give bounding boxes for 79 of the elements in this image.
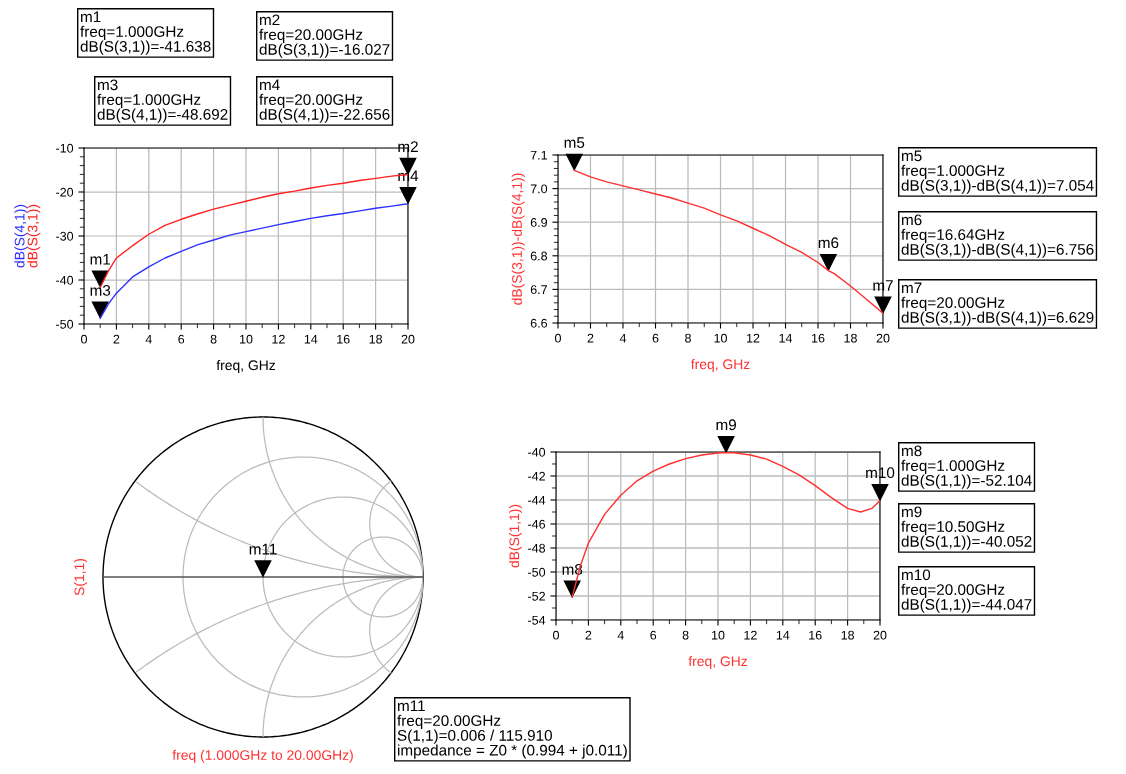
x-tick-label: 12 (272, 334, 285, 344)
x-tick-label: 14 (304, 334, 318, 344)
x-tick-label: 10 (714, 333, 727, 343)
text: m9 freq=10.50GHz dB(S(1,1))=-40.052 (901, 506, 1032, 550)
x-tick-label: 16 (337, 334, 350, 344)
y-tick-label: -30 (56, 231, 74, 241)
text: m3 freq=1.000GHz dB(S(4,1))=-48.692 (97, 79, 228, 123)
x-tick-label: 8 (682, 630, 689, 640)
text: m2 freq=20.00GHz dB(S(3,1))=-16.027 (259, 14, 390, 58)
y-tick-label: 6.9 (530, 218, 547, 227)
x-tick-label: 4 (617, 630, 624, 640)
y-tick-label: -44 (528, 495, 546, 505)
y-tick-label: 7.1 (530, 150, 547, 160)
y-tick-label: 7.0 (530, 184, 548, 194)
text: m11 freq=20.00GHz S(1,1)=0.006 / 115.910 impedance = Z0 * (0.994 + j0.011) (397, 700, 627, 759)
x-tick-label: 14 (779, 333, 793, 343)
x-tick-label: 6 (178, 334, 185, 344)
y-tick-label: -40 (56, 275, 74, 285)
x-tick-label: 10 (240, 334, 253, 344)
x-tick-label: 20 (401, 334, 415, 344)
x-axis-title: freq, GHz (690, 358, 750, 372)
y-tick-label: 6.7 (530, 285, 547, 295)
text: m11 (249, 543, 277, 555)
annotation: m1 (90, 254, 111, 265)
annotation: m2 (398, 141, 418, 152)
x-tick-label: 16 (812, 333, 825, 343)
y-tick-label: -50 (56, 319, 74, 329)
x-tick-label: 8 (685, 333, 691, 343)
x-tick-label: 0 (553, 630, 559, 640)
x-tick-label: 20 (873, 630, 887, 640)
x-tick-label: 2 (113, 334, 120, 344)
x-tick-label: 18 (841, 630, 855, 640)
x-tick-label: 18 (369, 334, 383, 344)
y-tick-label: -40 (528, 447, 546, 457)
x-tick-label: 2 (587, 333, 594, 343)
x-axis-title: freq, GHz (688, 655, 748, 669)
x-tick-label: 12 (747, 333, 760, 343)
y-tick-label: -52 (528, 591, 545, 601)
text: m4 freq=20.00GHz dB(S(4,1))=-22.656 (259, 79, 390, 123)
y-axis-title: dB(S(1,1)) (509, 504, 522, 568)
x-axis-title: freq, GHz (216, 359, 276, 373)
x-tick-label: 10 (712, 630, 725, 640)
annotation: m3 (90, 284, 111, 296)
x-tick-label: 8 (210, 334, 217, 344)
x-tick-label: 14 (776, 630, 790, 640)
x-tick-label: 2 (585, 630, 592, 640)
text: m7 freq=20.00GHz dB(S(3,1))-dB(S(4,1))=6.629 (901, 282, 1094, 326)
x-tick-label: 18 (844, 333, 857, 343)
x-tick-label: 16 (809, 630, 822, 640)
y-axis-title: dB(S(3,1))-dB(S(4,1)) (511, 173, 525, 305)
x-tick-label: 6 (652, 333, 659, 343)
x-tick-label: 0 (555, 333, 561, 343)
y-tick-label: 6.8 (530, 251, 548, 261)
text: dB(S(3,1)) (27, 204, 41, 268)
text: S(1,1) (74, 558, 87, 596)
x-tick-label: 4 (619, 333, 627, 343)
y-tick-label: -48 (528, 543, 546, 553)
annotation: m5 (564, 137, 585, 148)
x-tick-label: 4 (145, 334, 152, 344)
text: dB(S(4,1)) (14, 204, 28, 268)
text: m10 freq=20.00GHz dB(S(1,1))=-44.047 (901, 569, 1032, 613)
x-tick-label: 0 (81, 334, 87, 344)
annotation: m6 (818, 237, 839, 249)
x-tick-label: 6 (650, 630, 657, 640)
y-tick-label: -42 (528, 471, 545, 481)
y-tick-label: -10 (56, 143, 74, 153)
text: m1 freq=1.000GHz dB(S(3,1))=-41.638 (80, 11, 211, 55)
text: m5 freq=1.000GHz dB(S(3,1))-dB(S(4,1))=7.054 (901, 150, 1094, 194)
text: m8 freq=1.000GHz dB(S(1,1))=-52.104 (901, 445, 1032, 489)
annotation: m9 (716, 419, 736, 431)
y-tick-label: -46 (528, 519, 546, 529)
text: m6 freq=16.64GHz dB(S(3,1))-dB(S(4,1))=6.756 (901, 214, 1094, 258)
x-tick-label: 12 (744, 630, 757, 640)
y-tick-label: 6.6 (530, 318, 548, 328)
y-tick-label: -50 (528, 567, 546, 577)
y-tick-label: -54 (528, 615, 546, 625)
y-tick-label: -20 (56, 187, 74, 197)
text: freq (1.000GHz to 20.00GHz) (172, 749, 353, 763)
x-tick-label: 20 (876, 333, 890, 343)
